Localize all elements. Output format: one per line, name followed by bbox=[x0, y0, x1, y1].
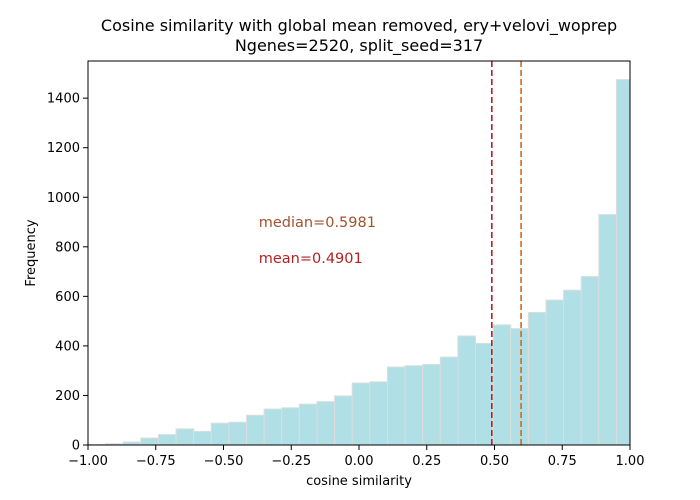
annotations: median=0.5981 mean=0.4901 bbox=[259, 215, 376, 267]
histogram-bar bbox=[246, 414, 265, 446]
histogram-bar bbox=[527, 311, 547, 446]
x-tick-label: −1.00 bbox=[68, 454, 108, 469]
histogram-bar bbox=[140, 437, 159, 446]
y-axis-label: Frequency bbox=[24, 219, 39, 286]
histogram-bar bbox=[334, 395, 353, 446]
x-axis-label: cosine similarity bbox=[306, 474, 412, 489]
histogram-bar bbox=[210, 422, 230, 446]
histogram-bar bbox=[404, 365, 424, 446]
histogram-bar bbox=[175, 428, 195, 446]
histogram-bar bbox=[563, 289, 582, 446]
histogram-bar bbox=[316, 401, 336, 446]
x-axis-ticks: −1.00 −0.75 −0.50 −0.25 0.00 0.25 0.50 0.75 1.00 bbox=[68, 445, 644, 469]
y-tick-label: 0 bbox=[72, 439, 80, 454]
histogram-bar bbox=[492, 324, 512, 446]
histogram-bars bbox=[87, 79, 631, 446]
x-tick-label: 0.25 bbox=[412, 454, 441, 469]
y-tick-label: 800 bbox=[55, 240, 80, 255]
x-tick-label: −0.50 bbox=[204, 454, 244, 469]
x-tick-label: 1.00 bbox=[616, 454, 645, 469]
histogram-bar bbox=[422, 363, 441, 446]
plot-frame bbox=[87, 60, 631, 446]
y-tick-label: 1400 bbox=[47, 92, 80, 107]
histogram-bar bbox=[457, 335, 477, 446]
y-tick-label: 1200 bbox=[47, 141, 80, 156]
x-tick-label: 0.00 bbox=[345, 454, 374, 469]
y-axis-ticks: 0 200 400 600 800 1000 1200 1400 bbox=[47, 92, 88, 454]
chart-subtitle: Ngenes=2520, split_seed=317 bbox=[235, 36, 483, 56]
histogram-bar bbox=[157, 434, 177, 446]
histogram-bar bbox=[580, 276, 600, 446]
histogram-bar bbox=[281, 407, 300, 446]
histogram-bar bbox=[351, 382, 371, 446]
histogram-bar bbox=[510, 328, 529, 446]
histogram-bar bbox=[475, 342, 494, 446]
histogram-bar bbox=[228, 421, 248, 446]
histogram-bar bbox=[598, 214, 617, 446]
histogram-bar bbox=[386, 366, 406, 446]
y-tick-label: 400 bbox=[55, 339, 80, 354]
y-tick-label: 1000 bbox=[47, 191, 80, 206]
y-tick-label: 600 bbox=[55, 290, 80, 305]
histogram-bar bbox=[263, 408, 283, 446]
x-tick-label: −0.25 bbox=[271, 454, 311, 469]
histogram-bar bbox=[545, 299, 565, 446]
reference-lines bbox=[491, 61, 522, 445]
histogram-bar bbox=[298, 403, 318, 446]
x-tick-label: 0.75 bbox=[548, 454, 577, 469]
mean-annotation: mean=0.4901 bbox=[259, 251, 363, 267]
histogram-bar bbox=[193, 430, 212, 446]
histogram-bar bbox=[369, 381, 388, 446]
median-annotation: median=0.5981 bbox=[259, 215, 376, 231]
x-tick-label: 0.50 bbox=[480, 454, 509, 469]
histogram-bar bbox=[439, 356, 459, 446]
x-tick-label: −0.75 bbox=[136, 454, 176, 469]
histogram-bar bbox=[615, 79, 631, 446]
chart-title: Cosine similarity with global mean remov… bbox=[101, 16, 617, 36]
y-tick-label: 200 bbox=[55, 389, 80, 404]
